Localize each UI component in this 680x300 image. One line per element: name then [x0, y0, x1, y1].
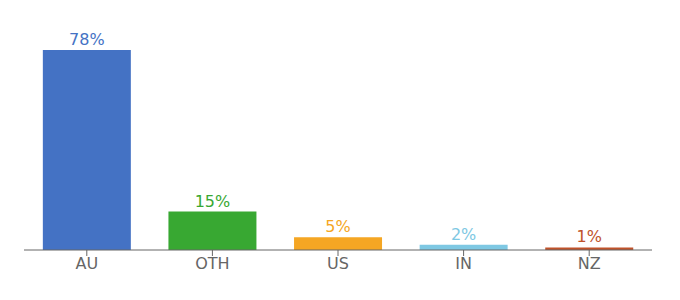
- svg-text:5%: 5%: [325, 217, 350, 236]
- svg-text:OTH: OTH: [195, 254, 229, 273]
- svg-text:NZ: NZ: [578, 254, 601, 273]
- svg-text:78%: 78%: [69, 30, 105, 49]
- svg-text:15%: 15%: [195, 192, 231, 211]
- svg-text:1%: 1%: [577, 227, 602, 246]
- svg-text:IN: IN: [455, 254, 472, 273]
- svg-text:US: US: [327, 254, 349, 273]
- svg-text:2%: 2%: [451, 225, 476, 244]
- svg-text:AU: AU: [75, 254, 98, 273]
